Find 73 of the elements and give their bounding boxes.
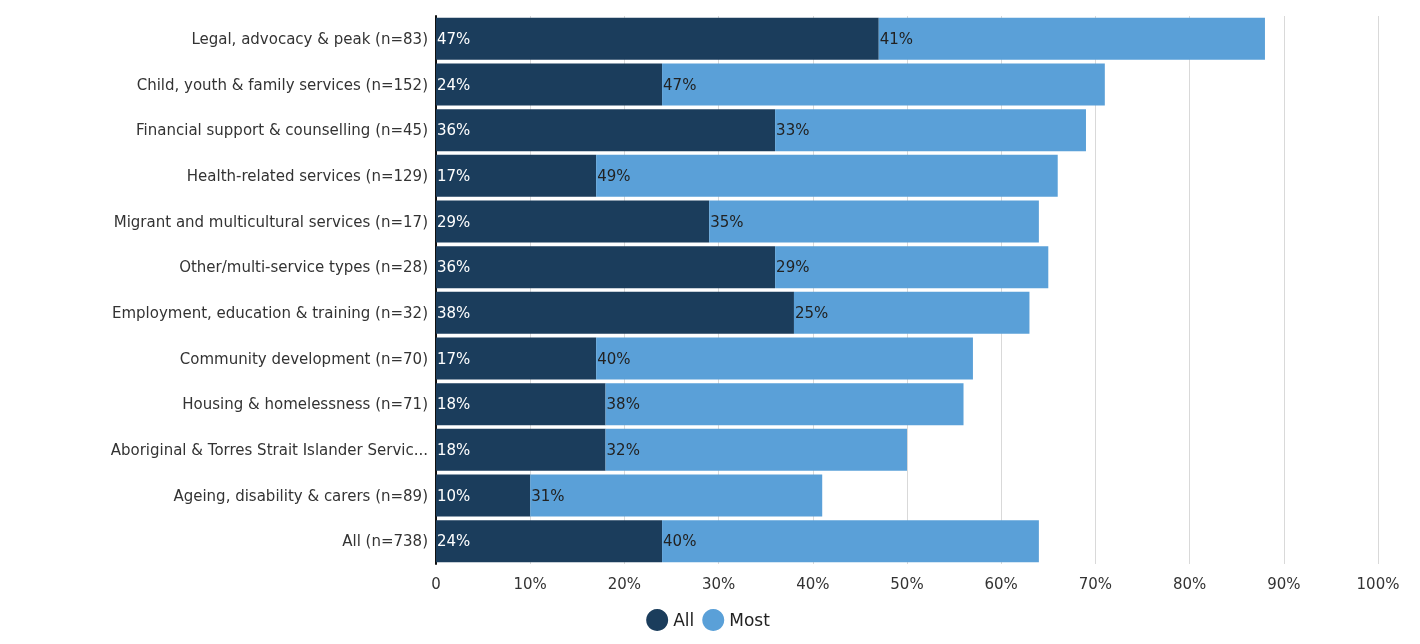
data-label: 40%	[663, 532, 697, 551]
x-tick-label: 30%	[701, 574, 736, 593]
data-label: 49%	[597, 166, 631, 185]
y-tick-label: Other/multi-service types (n=28)	[179, 258, 428, 277]
bar	[436, 246, 776, 289]
x-tick-label: 60%	[984, 574, 1018, 593]
bar	[596, 154, 1058, 197]
x-tick-label: 90%	[1267, 574, 1301, 593]
x-tick-label: 40%	[796, 574, 830, 593]
y-tick-label: Health-related services (n=129)	[186, 166, 428, 185]
data-label: 24%	[437, 532, 471, 551]
data-label: 36%	[437, 121, 471, 140]
data-label: 47%	[663, 75, 697, 94]
x-tick-label: 80%	[1172, 574, 1207, 593]
bar	[436, 474, 531, 517]
x-tick-label: 50%	[890, 574, 924, 593]
bar	[436, 200, 710, 243]
bar	[775, 246, 1049, 289]
bar	[878, 17, 1265, 60]
y-tick-label: Aboriginal & Torres Strait Islander Servic...	[110, 440, 428, 459]
data-label: 10%	[437, 486, 471, 505]
bar	[662, 63, 1105, 106]
y-tick-label: Community development (n=70)	[179, 349, 428, 368]
bar	[436, 63, 663, 106]
data-label: 18%	[437, 395, 471, 414]
data-label: 35%	[710, 212, 744, 231]
y-tick-label: Migrant and multicultural services (n=17)	[113, 212, 428, 231]
data-label: 17%	[437, 166, 471, 185]
bar	[436, 291, 794, 334]
y-tick-label: Housing & homelessness (n=71)	[182, 395, 428, 414]
data-label: 33%	[776, 121, 810, 140]
bar	[436, 109, 776, 152]
x-tick-label: 70%	[1078, 574, 1113, 593]
data-label: 24%	[437, 75, 471, 94]
data-label: 29%	[437, 212, 471, 231]
y-tick-label: All (n=738)	[342, 532, 428, 551]
legend-label: Most	[729, 610, 771, 630]
bar	[436, 154, 597, 197]
x-tick-label: 10%	[513, 574, 547, 593]
data-label: 18%	[437, 440, 471, 459]
bar	[793, 291, 1030, 334]
bar	[530, 474, 823, 517]
data-label: 36%	[437, 258, 471, 277]
legend-label: All	[673, 610, 695, 630]
bar	[596, 337, 973, 380]
data-label: 25%	[794, 303, 829, 322]
bar	[436, 428, 606, 471]
data-label: 17%	[437, 349, 471, 368]
y-tick-label: Child, youth & family services (n=152)	[136, 75, 428, 94]
bar	[605, 428, 907, 471]
data-label: 38%	[437, 303, 471, 322]
data-label: 32%	[606, 440, 640, 459]
data-label: 41%	[879, 29, 914, 48]
bar	[662, 520, 1039, 563]
x-tick-label: 100%	[1356, 574, 1400, 593]
data-label: 38%	[606, 395, 640, 414]
data-label: 31%	[531, 486, 565, 505]
y-tick-label: Employment, education & training (n=32)	[111, 303, 428, 322]
data-label: 40%	[597, 349, 631, 368]
data-label: 47%	[437, 29, 471, 48]
data-label: 29%	[776, 258, 810, 277]
bar	[775, 109, 1086, 152]
bar	[436, 383, 606, 426]
x-tick-label: 0	[431, 574, 441, 593]
bar	[436, 520, 663, 563]
bar	[709, 200, 1039, 243]
bar	[605, 383, 964, 426]
bar	[436, 17, 879, 60]
bar	[436, 337, 597, 380]
y-tick-label: Financial support & counselling (n=45)	[136, 121, 428, 140]
y-tick-label: Legal, advocacy & peak (n=83)	[191, 29, 428, 48]
y-tick-label: Ageing, disability & carers (n=89)	[173, 486, 428, 505]
x-tick-label: 20%	[607, 574, 642, 593]
